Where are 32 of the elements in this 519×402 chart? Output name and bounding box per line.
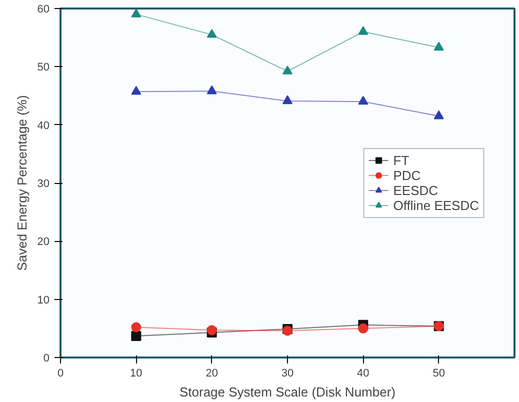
x-tick-label: 10 [130, 368, 142, 380]
y-tick-label: 60 [37, 4, 50, 16]
x-axis-title: Storage System Scale (Disk Number) [179, 384, 396, 400]
point [358, 323, 368, 334]
y-tick-label: 10 [37, 294, 50, 306]
y-tick-label: 50 [37, 62, 50, 74]
y-tick-label: 40 [37, 120, 50, 132]
point [434, 110, 444, 120]
point [131, 8, 142, 18]
point [131, 86, 142, 95]
point [206, 28, 217, 38]
y-tick-label: 20 [37, 236, 50, 248]
legend-label: EESDC [393, 182, 438, 198]
x-tick-label: 50 [432, 368, 445, 380]
point [206, 85, 217, 94]
point [434, 42, 444, 51]
y-tick-label: 0 [43, 352, 50, 364]
legend-label: FT [393, 152, 410, 168]
point [131, 322, 142, 332]
x-tick-label: 20 [206, 368, 218, 380]
point [131, 330, 142, 341]
legend-label: Offline EESDC [393, 198, 479, 212]
point [358, 26, 368, 35]
legend-label: PDC [393, 168, 421, 182]
x-tick-label: 0 [57, 368, 64, 380]
x-tick-label: 40 [357, 368, 370, 380]
point [282, 66, 292, 74]
y-axis-title: Saved Energy Percentage (%) [14, 95, 30, 271]
point [358, 96, 368, 105]
point [282, 95, 292, 104]
x-tick-label: 30 [281, 368, 294, 380]
y-tick-label: 30 [37, 178, 50, 190]
